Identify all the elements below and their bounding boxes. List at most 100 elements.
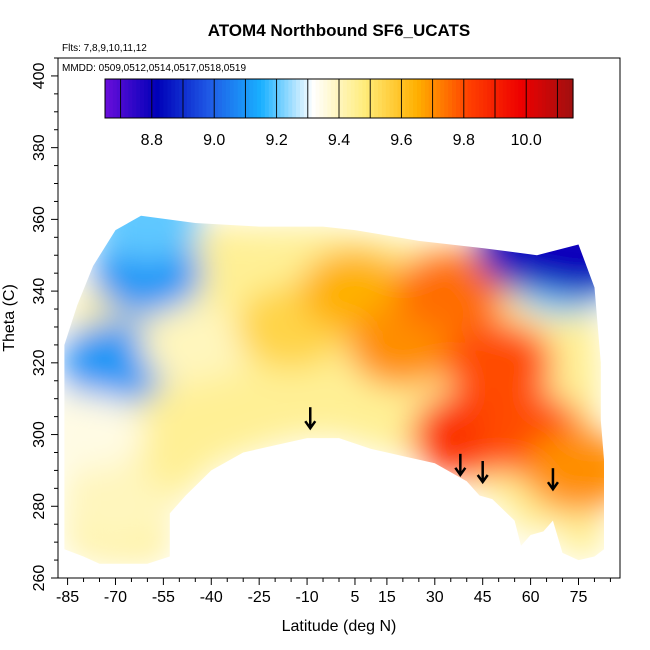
colorbar-segment-112 [541, 79, 547, 118]
colorbar-segment-100 [495, 79, 500, 118]
colorbar-segment-17 [171, 79, 176, 118]
colorbar-segment-8 [136, 79, 141, 118]
colorbar: 8.8 9.0 9.2 9.4 9.6 9.8 10.0 [104, 78, 574, 149]
colorbar-segment-80 [417, 79, 422, 118]
colorbar-segment-11 [147, 79, 153, 118]
colorbar-segment-29 [218, 79, 223, 118]
heatmap-field [64, 215, 604, 564]
colorbar-segment-119 [569, 79, 574, 118]
colorbar-segment-110 [534, 79, 539, 118]
colorbar-segment-2 [112, 79, 118, 118]
colorbar-segment-113 [545, 79, 551, 118]
colorbar-segment-25 [202, 79, 207, 118]
colorbar-tick-label-1: 9.0 [203, 132, 225, 149]
colorbar-segment-12 [151, 79, 157, 118]
colorbar-segment-71 [381, 79, 387, 118]
x-axis: -85 -70 -55 -40 -25 -10 5 15 30 45 60 75 [56, 578, 611, 606]
colorbar-segment-26 [206, 79, 211, 118]
colorbar-segment-61 [342, 79, 348, 118]
y-tick-label-0: 260 [31, 565, 48, 592]
colorbar-segment-116 [557, 79, 562, 118]
colorbar-segment-7 [132, 79, 137, 118]
y-tick-label-3: 320 [31, 349, 48, 376]
y-tick-label-1: 280 [31, 493, 48, 520]
arrow-marker-2 [476, 461, 489, 485]
colorbar-segment-55 [319, 79, 324, 118]
colorbar-segment-75 [397, 79, 402, 118]
x-tick-label-5: -10 [296, 589, 319, 606]
colorbar-segment-33 [233, 79, 239, 118]
colorbar-segment-40 [261, 79, 266, 118]
colorbar-segment-64 [354, 79, 360, 118]
colorbar-segment-98 [487, 79, 492, 118]
colorbar-segment-45 [280, 79, 285, 118]
y-axis-label: Theta (C) [1, 284, 18, 352]
colorbar-segment-58 [331, 79, 336, 118]
colorbar-segment-52 [307, 79, 313, 118]
flights-annotation: Flts: 7,8,9,10,11,12 [62, 43, 147, 54]
colorbar-segment-50 [300, 79, 305, 118]
colorbar-segment-109 [530, 79, 535, 118]
colorbar-segment-69 [374, 79, 379, 118]
colorbar-segment-62 [346, 79, 352, 118]
colorbar-segment-24 [198, 79, 204, 118]
arrow-marker-0 [304, 407, 317, 431]
colorbar-segment-44 [276, 79, 282, 118]
colorbar-segment-118 [565, 79, 570, 118]
x-tick-label-3: -40 [200, 589, 223, 606]
colorbar-segment-9 [140, 79, 145, 118]
colorbar-segment-39 [257, 79, 262, 118]
colorbar-segment-6 [128, 79, 133, 118]
colorbar-segment-85 [436, 79, 441, 118]
colorbar-segment-91 [459, 79, 465, 118]
x-tick-label-10: 60 [522, 589, 540, 606]
colorbar-segment-106 [518, 79, 523, 118]
field-patch-9 [395, 249, 506, 334]
colorbar-segment-67 [366, 79, 371, 118]
y-tick-label-6: 380 [31, 134, 48, 161]
colorbar-segment-111 [537, 79, 543, 118]
colorbar-segment-117 [561, 79, 566, 118]
x-tick-label-9: 45 [474, 589, 492, 606]
colorbar-segment-76 [401, 79, 406, 118]
arrow-marker-3 [546, 468, 559, 492]
colorbar-segment-28 [214, 79, 219, 118]
colorbar-segment-13 [155, 79, 161, 118]
x-tick-label-11: 75 [570, 589, 588, 606]
colorbar-segment-104 [510, 79, 516, 118]
colorbar-segment-42 [268, 79, 274, 118]
colorbar-segment-20 [183, 79, 188, 118]
colorbar-tick-label-4: 9.6 [390, 132, 412, 149]
colorbar-segment-3 [116, 79, 122, 118]
colorbar-segment-89 [452, 79, 457, 118]
arrow-markers [304, 407, 559, 492]
colorbar-tick-label-3: 9.4 [328, 132, 350, 149]
colorbar-segment-78 [409, 79, 414, 118]
x-tick-label-7: 15 [378, 589, 396, 606]
colorbar-segment-95 [475, 79, 480, 118]
colorbar-segment-68 [370, 79, 375, 118]
colorbar-segment-74 [393, 79, 399, 118]
colorbar-segment-31 [225, 79, 231, 118]
y-tick-label-7: 400 [31, 62, 48, 89]
field-patch-13 [523, 428, 604, 513]
colorbar-segment-79 [413, 79, 418, 118]
colorbar-segment-96 [479, 79, 484, 118]
colorbar-segment-51 [303, 79, 309, 118]
colorbar-segment-105 [514, 79, 519, 118]
colorbar-segment-14 [159, 79, 165, 118]
field-patch-16 [523, 215, 604, 298]
colorbar-segment-48 [292, 79, 297, 118]
colorbar-segment-92 [463, 79, 469, 118]
colorbar-segment-47 [288, 79, 293, 118]
colorbar-segment-43 [272, 79, 278, 118]
colorbar-segment-19 [179, 79, 184, 118]
colorbar-segment-41 [264, 79, 270, 118]
chart-title: ATOM4 Northbound SF6_UCATS [208, 21, 471, 40]
colorbar-segment-115 [553, 79, 558, 118]
y-tick-label-5: 360 [31, 206, 48, 233]
colorbar-segment-35 [241, 79, 246, 118]
colorbar-segment-23 [194, 79, 200, 118]
colorbar-tick-label-5: 9.8 [453, 132, 475, 149]
